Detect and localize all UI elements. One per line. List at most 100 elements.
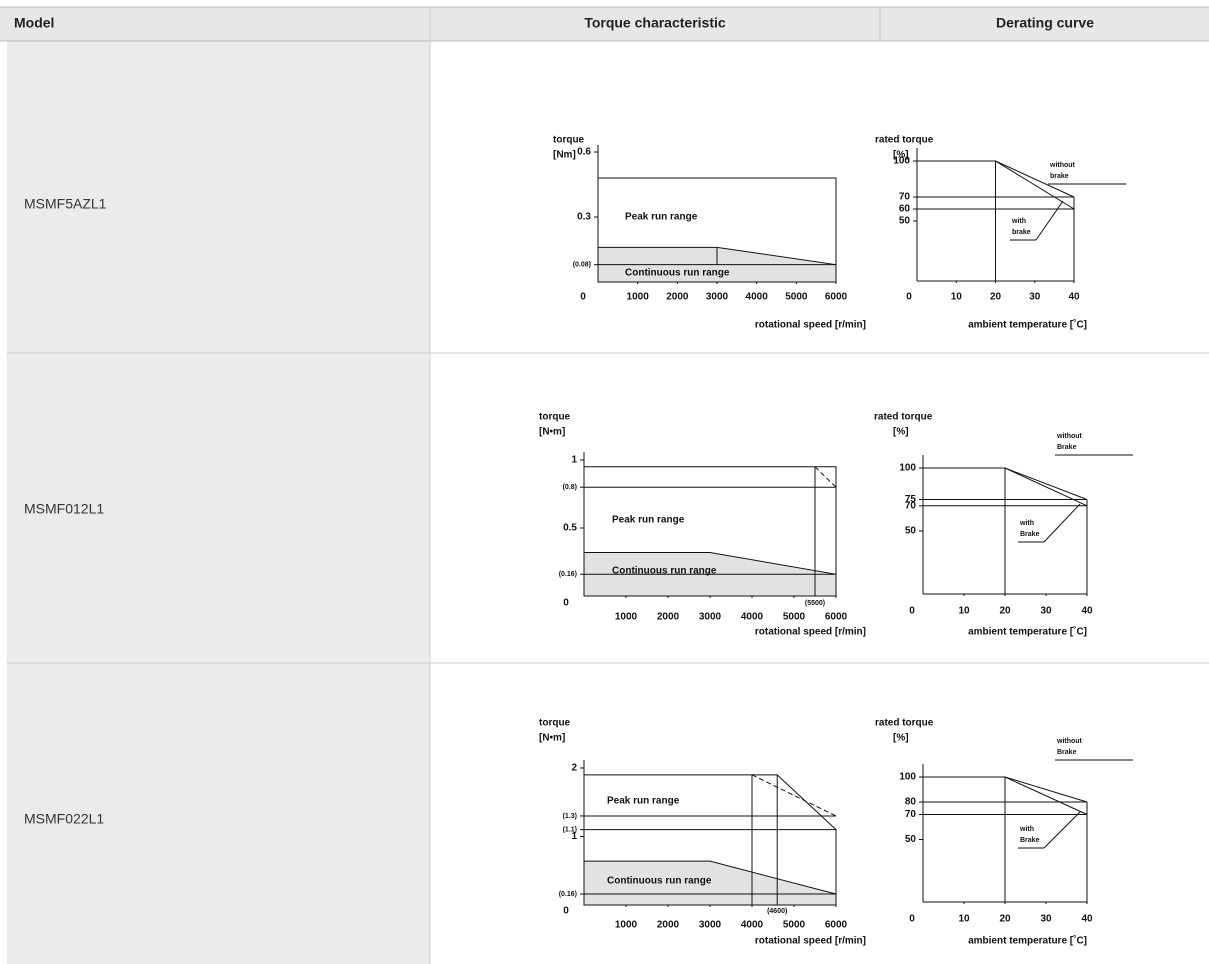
y-tick-label: 80 (905, 797, 917, 808)
x-axis-title: rotational speed [r/min] (755, 320, 866, 331)
x-tick-label: 3000 (699, 920, 722, 931)
x-tick-label: 3000 (706, 292, 729, 303)
x-tick-label: 6000 (825, 920, 848, 931)
curve-label: without (1056, 433, 1083, 440)
origin-label: 0 (563, 598, 569, 609)
curve-label: without (1056, 738, 1083, 745)
label-leader (1043, 503, 1081, 543)
x-tick-label: 2000 (657, 920, 680, 931)
y-tick-label: 0.6 (577, 147, 591, 158)
curve-label: with (1019, 826, 1034, 833)
region-label: Continuous run range (625, 268, 730, 279)
x-tick-label: 10 (958, 914, 970, 925)
x-tick-label: 30 (1029, 292, 1041, 303)
header-bg (0, 7, 1209, 41)
dashed-line (751, 774, 837, 817)
model-name: MSMF012L1 (24, 501, 104, 517)
y-tick-label: 70 (905, 809, 917, 820)
origin-label: 0 (563, 906, 569, 917)
y-axis-title: [%] (893, 150, 909, 161)
x-tick-label: 4000 (746, 292, 769, 303)
x-tick-label: 40 (1068, 292, 1080, 303)
y-tick-label: 0.5 (563, 523, 577, 534)
marker-label: (5500) (805, 600, 825, 607)
x-tick-label: 4000 (741, 612, 764, 623)
y-tick-label: 50 (905, 526, 917, 537)
y-tick-label: 50 (905, 834, 917, 845)
y-tick-label: 60 (899, 204, 911, 215)
y-tick-label: 50 (899, 216, 911, 227)
y-tick-label: 0.3 (577, 212, 591, 223)
header-cell: Model (14, 15, 54, 31)
derating-curve (1004, 776, 1088, 815)
x-tick-label: 30 (1040, 914, 1052, 925)
origin-label: 0 (906, 292, 912, 303)
y-tick-label: (0.08) (573, 262, 591, 269)
x-tick-label: 40 (1081, 914, 1093, 925)
y-axis-title: rated torque (875, 718, 934, 729)
x-tick-label: 10 (958, 606, 970, 617)
x-tick-label: 6000 (825, 612, 848, 623)
y-tick-label: 70 (899, 192, 911, 203)
label-leader (1035, 200, 1064, 241)
y-axis-title: torque (539, 412, 571, 423)
y-tick-label: (0.16) (559, 891, 577, 898)
x-axis-title: ambient temperature [˚C] (968, 626, 1087, 638)
derating-curve (995, 160, 1075, 210)
y-tick-label: 100 (899, 772, 916, 783)
x-tick-label: 30 (1040, 606, 1052, 617)
x-tick-label: 40 (1081, 606, 1093, 617)
header-cell: Torque characteristic (584, 15, 726, 31)
x-tick-label: 4000 (741, 920, 764, 931)
label-leader (1043, 811, 1081, 849)
region-label: Peak run range (607, 796, 680, 807)
y-axis-title: torque (553, 135, 585, 146)
model-name: MSMF022L1 (24, 811, 104, 827)
y-tick-label: 1 (571, 455, 577, 466)
curve-label: Brake (1020, 531, 1040, 538)
y-tick-label: (0.8) (563, 484, 577, 491)
marker-label: (4600) (767, 908, 787, 915)
curve-label: Brake (1057, 444, 1077, 451)
y-tick-label: (1.3) (563, 813, 577, 820)
y-axis-title: rated torque (875, 135, 934, 146)
curve-label: with (1011, 218, 1026, 225)
curve-label: without (1049, 162, 1076, 169)
x-axis-title: ambient temperature [˚C] (968, 319, 1087, 331)
x-tick-label: 5000 (785, 292, 808, 303)
y-tick-label: 100 (899, 463, 916, 474)
x-axis-title: ambient temperature [˚C] (968, 935, 1087, 947)
y-axis-title: torque (539, 718, 571, 729)
curve-label: Brake (1057, 749, 1077, 756)
region-label: Continuous run range (607, 876, 712, 887)
x-tick-label: 20 (990, 292, 1002, 303)
x-tick-label: 6000 (825, 292, 848, 303)
y-axis-title: [N•m] (539, 733, 565, 744)
origin-label: 0 (909, 914, 915, 925)
y-axis-title: [N•m] (539, 427, 565, 438)
y-axis-title: [%] (893, 427, 909, 438)
x-axis-title: rotational speed [r/min] (755, 627, 866, 638)
x-axis-title: rotational speed [r/min] (755, 936, 866, 947)
origin-label: 0 (909, 606, 915, 617)
model-name: MSMF5AZL1 (24, 196, 107, 212)
x-tick-label: 1000 (615, 920, 638, 931)
origin-label: 0 (580, 292, 586, 303)
y-tick-label: 100 (893, 156, 910, 167)
x-tick-label: 10 (951, 292, 963, 303)
x-tick-label: 5000 (783, 612, 806, 623)
y-tick-label: 75 (905, 494, 917, 505)
x-tick-label: 3000 (699, 612, 722, 623)
y-tick-label: (1.1) (563, 826, 577, 833)
curve-label: Brake (1020, 837, 1040, 844)
x-tick-label: 5000 (783, 920, 806, 931)
curve-label: brake (1050, 173, 1069, 180)
x-tick-label: 2000 (666, 292, 689, 303)
y-tick-label: 2 (571, 763, 577, 774)
dashed-line (814, 466, 837, 488)
model-column-bg (7, 41, 430, 964)
curve-label: brake (1012, 229, 1031, 236)
x-tick-label: 20 (999, 606, 1011, 617)
x-tick-label: 20 (999, 914, 1011, 925)
